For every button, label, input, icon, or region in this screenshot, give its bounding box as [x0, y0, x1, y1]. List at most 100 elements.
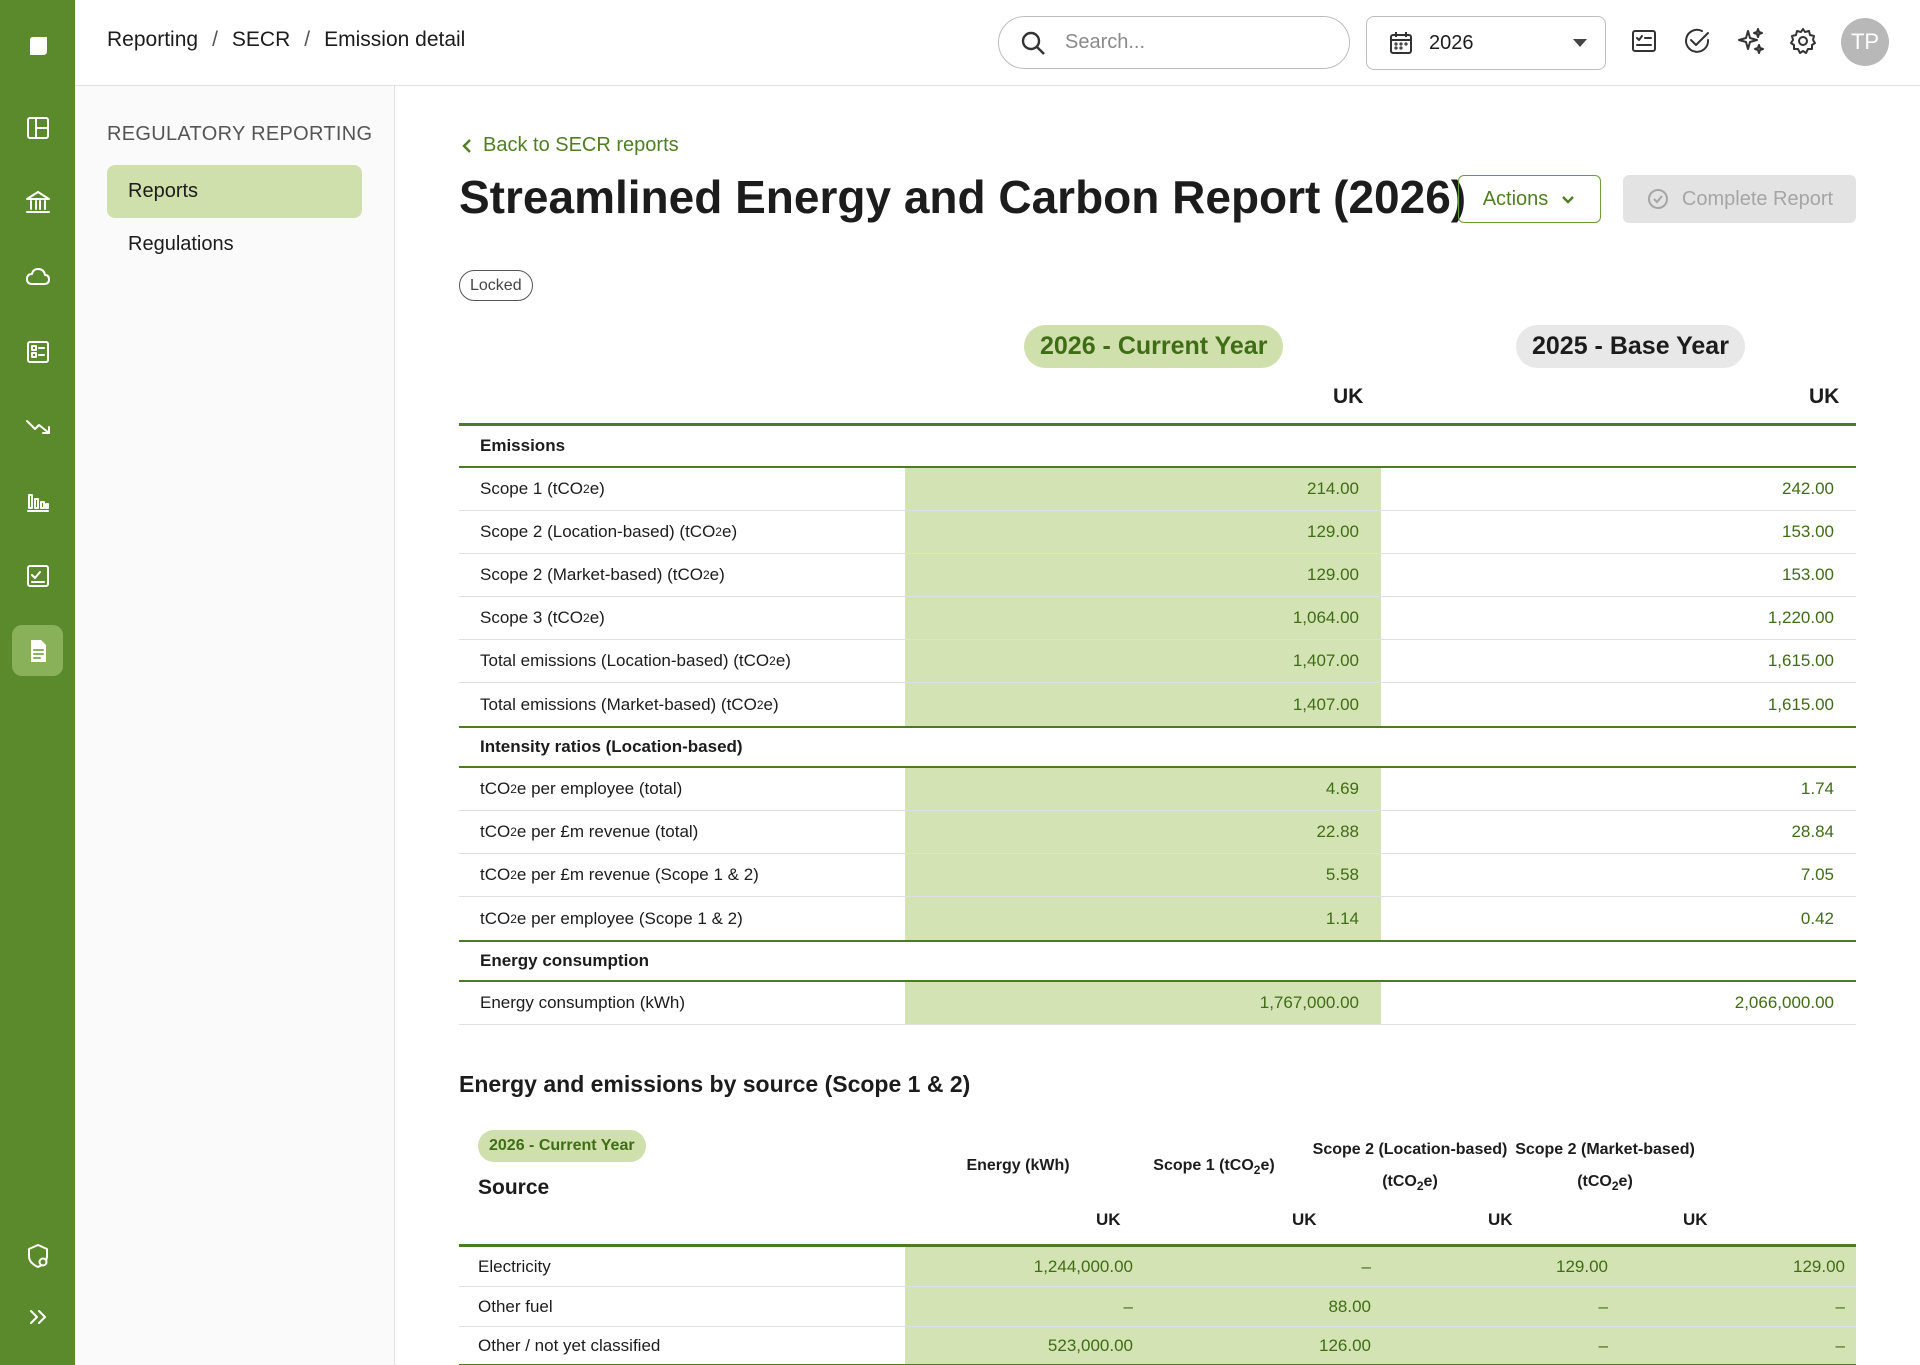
- table-row: Scope 1 (tCO 2 e) 214.00 242.00: [459, 468, 1856, 511]
- checklist-report-icon[interactable]: [1627, 24, 1661, 58]
- current-year-value: 129.00: [1307, 565, 1359, 584]
- row-label: Scope 1 (tCO 2 e): [480, 479, 605, 498]
- source-value: 88.00: [1328, 1296, 1371, 1316]
- current-year-value: 1,407.00: [1292, 694, 1359, 714]
- page-title: Streamlined Energy and Carbon Report (20…: [459, 171, 1467, 223]
- breadcrumb-separator: /: [304, 28, 311, 51]
- current-year-pill: 2026 - Current Year: [1024, 325, 1284, 368]
- base-year-value: 153.00: [1782, 565, 1834, 584]
- layout-icon[interactable]: [12, 102, 63, 153]
- base-year-value: 28.84: [1791, 822, 1834, 841]
- current-year-value: 1.14: [1325, 908, 1359, 928]
- table-row: tCO 2 e per employee (total) 4.69 1.74: [459, 768, 1856, 811]
- column-header: Energy (kWh): [966, 1157, 1070, 1174]
- breadcrumb-separator: /: [212, 28, 218, 51]
- current-year-value: 1,064.00: [1292, 608, 1359, 627]
- base-year-value: 1.74: [1800, 779, 1834, 798]
- current-year-value: 4.69: [1325, 779, 1359, 798]
- sidebar-item-regulations[interactable]: Regulations: [128, 233, 234, 255]
- row-label: Scope 2 (Market-based) (tCO 2 e): [480, 565, 725, 584]
- current-region-header: UK: [1333, 385, 1364, 408]
- search-icon: [1021, 31, 1045, 55]
- base-year-value: 153.00: [1782, 522, 1834, 541]
- bank-icon[interactable]: [12, 176, 63, 227]
- cloud-icon[interactable]: [12, 251, 63, 302]
- current-year-value: 129.00: [1307, 522, 1359, 541]
- table-row: tCO 2 e per £m revenue (Scope 1 & 2) 5.58 7.…: [459, 854, 1856, 897]
- sidebar-item-reports[interactable]: Reports: [107, 165, 362, 218]
- base-year-pill: 2025 - Base Year: [1516, 325, 1745, 368]
- regulatory-sidebar: REGULATORY REPORTING Reports Regulations: [75, 86, 395, 1365]
- sparkle-ai-icon[interactable]: [1734, 24, 1768, 58]
- current-year-cell-bg: [905, 597, 1381, 639]
- checklist-icon[interactable]: [12, 326, 63, 377]
- current-year-cell-bg: [905, 511, 1381, 553]
- source-value: –: [1598, 1335, 1608, 1355]
- gear-icon[interactable]: [1786, 24, 1820, 58]
- source-value: –: [1835, 1296, 1845, 1316]
- summary-table: Emissions Scope 1 (tCO 2 e) 214.00 242.00 Scop…: [459, 423, 1856, 1025]
- current-year-cell-bg: [905, 640, 1381, 682]
- row-label: Energy consumption (kWh): [480, 993, 686, 1012]
- column-header: Scope 2 (Location-based) (tCO2e): [1312, 1141, 1508, 1193]
- logo-icon[interactable]: [12, 20, 63, 71]
- source-value: –: [1361, 1256, 1371, 1276]
- table-row: tCO 2 e per employee (Scope 1 & 2) 1.14 0.42: [459, 897, 1856, 940]
- app-icon-rail: [0, 0, 75, 1365]
- avatar[interactable]: TP: [1841, 18, 1889, 66]
- by-source-title: Energy and emissions by source (Scope 1 …: [459, 1071, 971, 1097]
- by-source-table: Electricity 1,244,000.00 – 129.00 129.00 Othe…: [459, 1244, 1856, 1365]
- row-label: tCO 2 e per £m revenue (total): [480, 822, 699, 841]
- source-label: Other fuel: [478, 1296, 553, 1316]
- current-year-cell-bg: [905, 554, 1381, 596]
- current-year-cell-bg: [905, 854, 1381, 896]
- current-year-cell-bg: [905, 683, 1381, 726]
- actions-button[interactable]: Actions: [1458, 175, 1601, 223]
- breadcrumb-secr[interactable]: SECR: [231, 28, 291, 51]
- table-row: Scope 3 (tCO 2 e) 1,064.00 1,220.00: [459, 597, 1856, 640]
- current-year-cell-bg: [905, 1327, 1856, 1364]
- check-circle-icon: [1647, 189, 1668, 209]
- current-year-value: 5.58: [1325, 865, 1359, 884]
- base-year-value: 0.42: [1800, 908, 1834, 928]
- table-row: Scope 2 (Market-based) (tCO 2 e) 129.00 153.…: [459, 554, 1856, 597]
- search-box[interactable]: [998, 16, 1350, 69]
- bar-chart-icon[interactable]: [12, 475, 63, 526]
- table-row: Electricity 1,244,000.00 – 129.00 129.00: [459, 1247, 1856, 1287]
- back-link-label: Back to SECR reports: [483, 134, 679, 156]
- column-region: UK: [1488, 1210, 1513, 1229]
- base-year-value: 1,220.00: [1767, 608, 1834, 627]
- source-label: Electricity: [478, 1256, 551, 1276]
- base-region-header: UK: [1809, 385, 1840, 408]
- row-label: tCO 2 e per employee (total): [480, 779, 683, 798]
- row-label: tCO 2 e per £m revenue (Scope 1 & 2): [480, 865, 759, 884]
- base-year-value: 1,615.00: [1767, 651, 1834, 670]
- check-circle-icon[interactable]: [1680, 24, 1714, 58]
- actions-button-label: Actions: [1482, 187, 1549, 210]
- group-heading: Energy consumption: [480, 951, 650, 970]
- document-icon[interactable]: [12, 625, 63, 676]
- source-value: 523,000.00: [1047, 1335, 1133, 1355]
- calendar-icon: [1390, 32, 1412, 54]
- task-check-icon[interactable]: [12, 550, 63, 601]
- trend-down-icon[interactable]: [12, 400, 63, 451]
- top-bar: Reporting / SECR / Emission detail 2026 …: [75, 0, 1920, 86]
- table-row: Total emissions (Market-based) (tCO 2 e) 1,…: [459, 683, 1856, 726]
- row-label: Total emissions (Location-based) (tCO 2 e): [480, 651, 791, 670]
- chevron-down-icon: [1573, 39, 1587, 47]
- expand-icon[interactable]: [12, 1291, 63, 1342]
- current-year-cell-bg: [905, 982, 1381, 1024]
- search-input[interactable]: [1065, 31, 1305, 54]
- year-select[interactable]: 2026: [1366, 16, 1606, 70]
- sidebar-section-title: REGULATORY REPORTING: [107, 123, 373, 145]
- source-value: –: [1835, 1335, 1845, 1355]
- row-label: Total emissions (Market-based) (tCO 2 e): [480, 694, 779, 714]
- shield-settings-icon[interactable]: [12, 1230, 63, 1281]
- complete-report-button[interactable]: Complete Report: [1623, 175, 1856, 223]
- current-year-cell-bg: [905, 811, 1381, 853]
- back-link[interactable]: Back to SECR reports: [459, 134, 679, 157]
- column-region: UK: [1683, 1210, 1708, 1229]
- breadcrumb-reporting[interactable]: Reporting: [107, 28, 199, 51]
- status-badge: Locked: [459, 270, 533, 301]
- group-heading: Emissions: [480, 436, 566, 455]
